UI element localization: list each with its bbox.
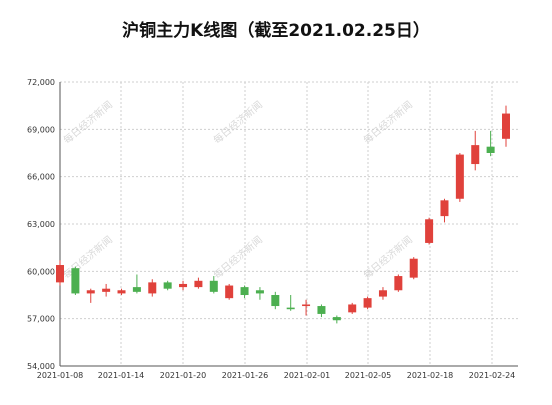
candle-body (255, 290, 264, 294)
grid-layer (60, 81, 518, 366)
y-tick-label: 72,000 (27, 78, 55, 87)
candle (378, 287, 387, 300)
candle (348, 302, 357, 314)
watermark-text: 每日经济新闻 (61, 233, 115, 282)
y-tick-label: 54,000 (27, 362, 55, 371)
candle-body (240, 287, 249, 295)
candle-body (363, 298, 372, 308)
candle (455, 153, 464, 202)
candle (317, 304, 326, 318)
candle (240, 285, 249, 299)
candle-body (86, 290, 95, 294)
x-tick-label: 2021-02-01 (284, 371, 331, 380)
candle-body (56, 265, 64, 283)
candle (117, 288, 126, 295)
candle-body (209, 280, 218, 292)
candle-body (455, 154, 464, 199)
x-tick-label: 2021-02-24 (469, 371, 516, 380)
candle-body (225, 285, 234, 299)
candle (179, 280, 188, 291)
x-tick-label: 2021-01-26 (222, 371, 269, 380)
candle (286, 295, 295, 311)
candle (102, 283, 111, 297)
watermark-text: 每日经济新闻 (211, 233, 265, 282)
candle (163, 280, 172, 291)
candle (209, 276, 218, 294)
chart-title: 沪铜主力K线图（截至2021.02.25日） (122, 21, 430, 41)
candle (409, 257, 418, 280)
candle-body (332, 317, 341, 321)
candles-layer (56, 105, 510, 324)
candle (332, 315, 341, 324)
candle (425, 217, 434, 245)
candle-body (132, 287, 141, 292)
candle-body (409, 258, 418, 278)
x-tick-label: 2021-01-08 (37, 371, 84, 380)
y-tick-label: 57,000 (27, 315, 55, 324)
watermark-text: 每日经济新闻 (211, 98, 265, 147)
watermark-text: 每日经济新闻 (361, 233, 415, 282)
candle (132, 274, 141, 294)
candle-body (117, 290, 126, 294)
candle (440, 198, 449, 223)
candle-body (378, 290, 387, 297)
watermark-text: 每日经济新闻 (361, 98, 415, 147)
candle-body (486, 146, 495, 153)
x-tick-label: 2021-01-20 (160, 371, 207, 380)
candle (71, 266, 80, 295)
axes-layer: 54,000 57,000 60,000 63,000 66,000 69,000 72,0… (27, 78, 518, 380)
candle (255, 287, 264, 300)
candle-body (148, 282, 157, 294)
candle-body (348, 304, 357, 313)
candle-body (471, 145, 480, 165)
candle (271, 291, 280, 310)
x-tick-label: 2021-02-18 (407, 371, 454, 380)
candle (225, 283, 234, 300)
candle-body (71, 268, 80, 294)
candle-body (302, 304, 311, 307)
candle-body (317, 306, 326, 314)
candle-body (425, 219, 434, 243)
candle-body (179, 283, 188, 288)
y-tick-label: 66,000 (27, 173, 55, 182)
candle (56, 260, 64, 286)
candle-body (394, 276, 403, 291)
candle (86, 288, 95, 303)
x-tick-label: 2021-01-14 (98, 371, 145, 380)
candle-body (102, 288, 111, 292)
candle (194, 277, 203, 289)
candle (471, 130, 480, 171)
candle-body (271, 295, 280, 307)
candle (502, 105, 510, 147)
candle (363, 296, 372, 310)
candle-body (163, 282, 172, 289)
candle-body (502, 113, 510, 139)
candle (148, 279, 157, 297)
y-tick-label: 60,000 (27, 267, 55, 276)
candle (302, 299, 311, 316)
candle (486, 130, 495, 157)
x-tick-label: 2021-02-05 (345, 371, 392, 380)
candle (394, 274, 403, 292)
candle-body (440, 200, 449, 217)
y-tick-label: 63,000 (27, 220, 55, 229)
y-tick-label: 69,000 (27, 125, 55, 134)
watermark-text: 每日经济新闻 (61, 98, 115, 147)
candle-body (194, 280, 203, 288)
candle-body (286, 307, 295, 310)
